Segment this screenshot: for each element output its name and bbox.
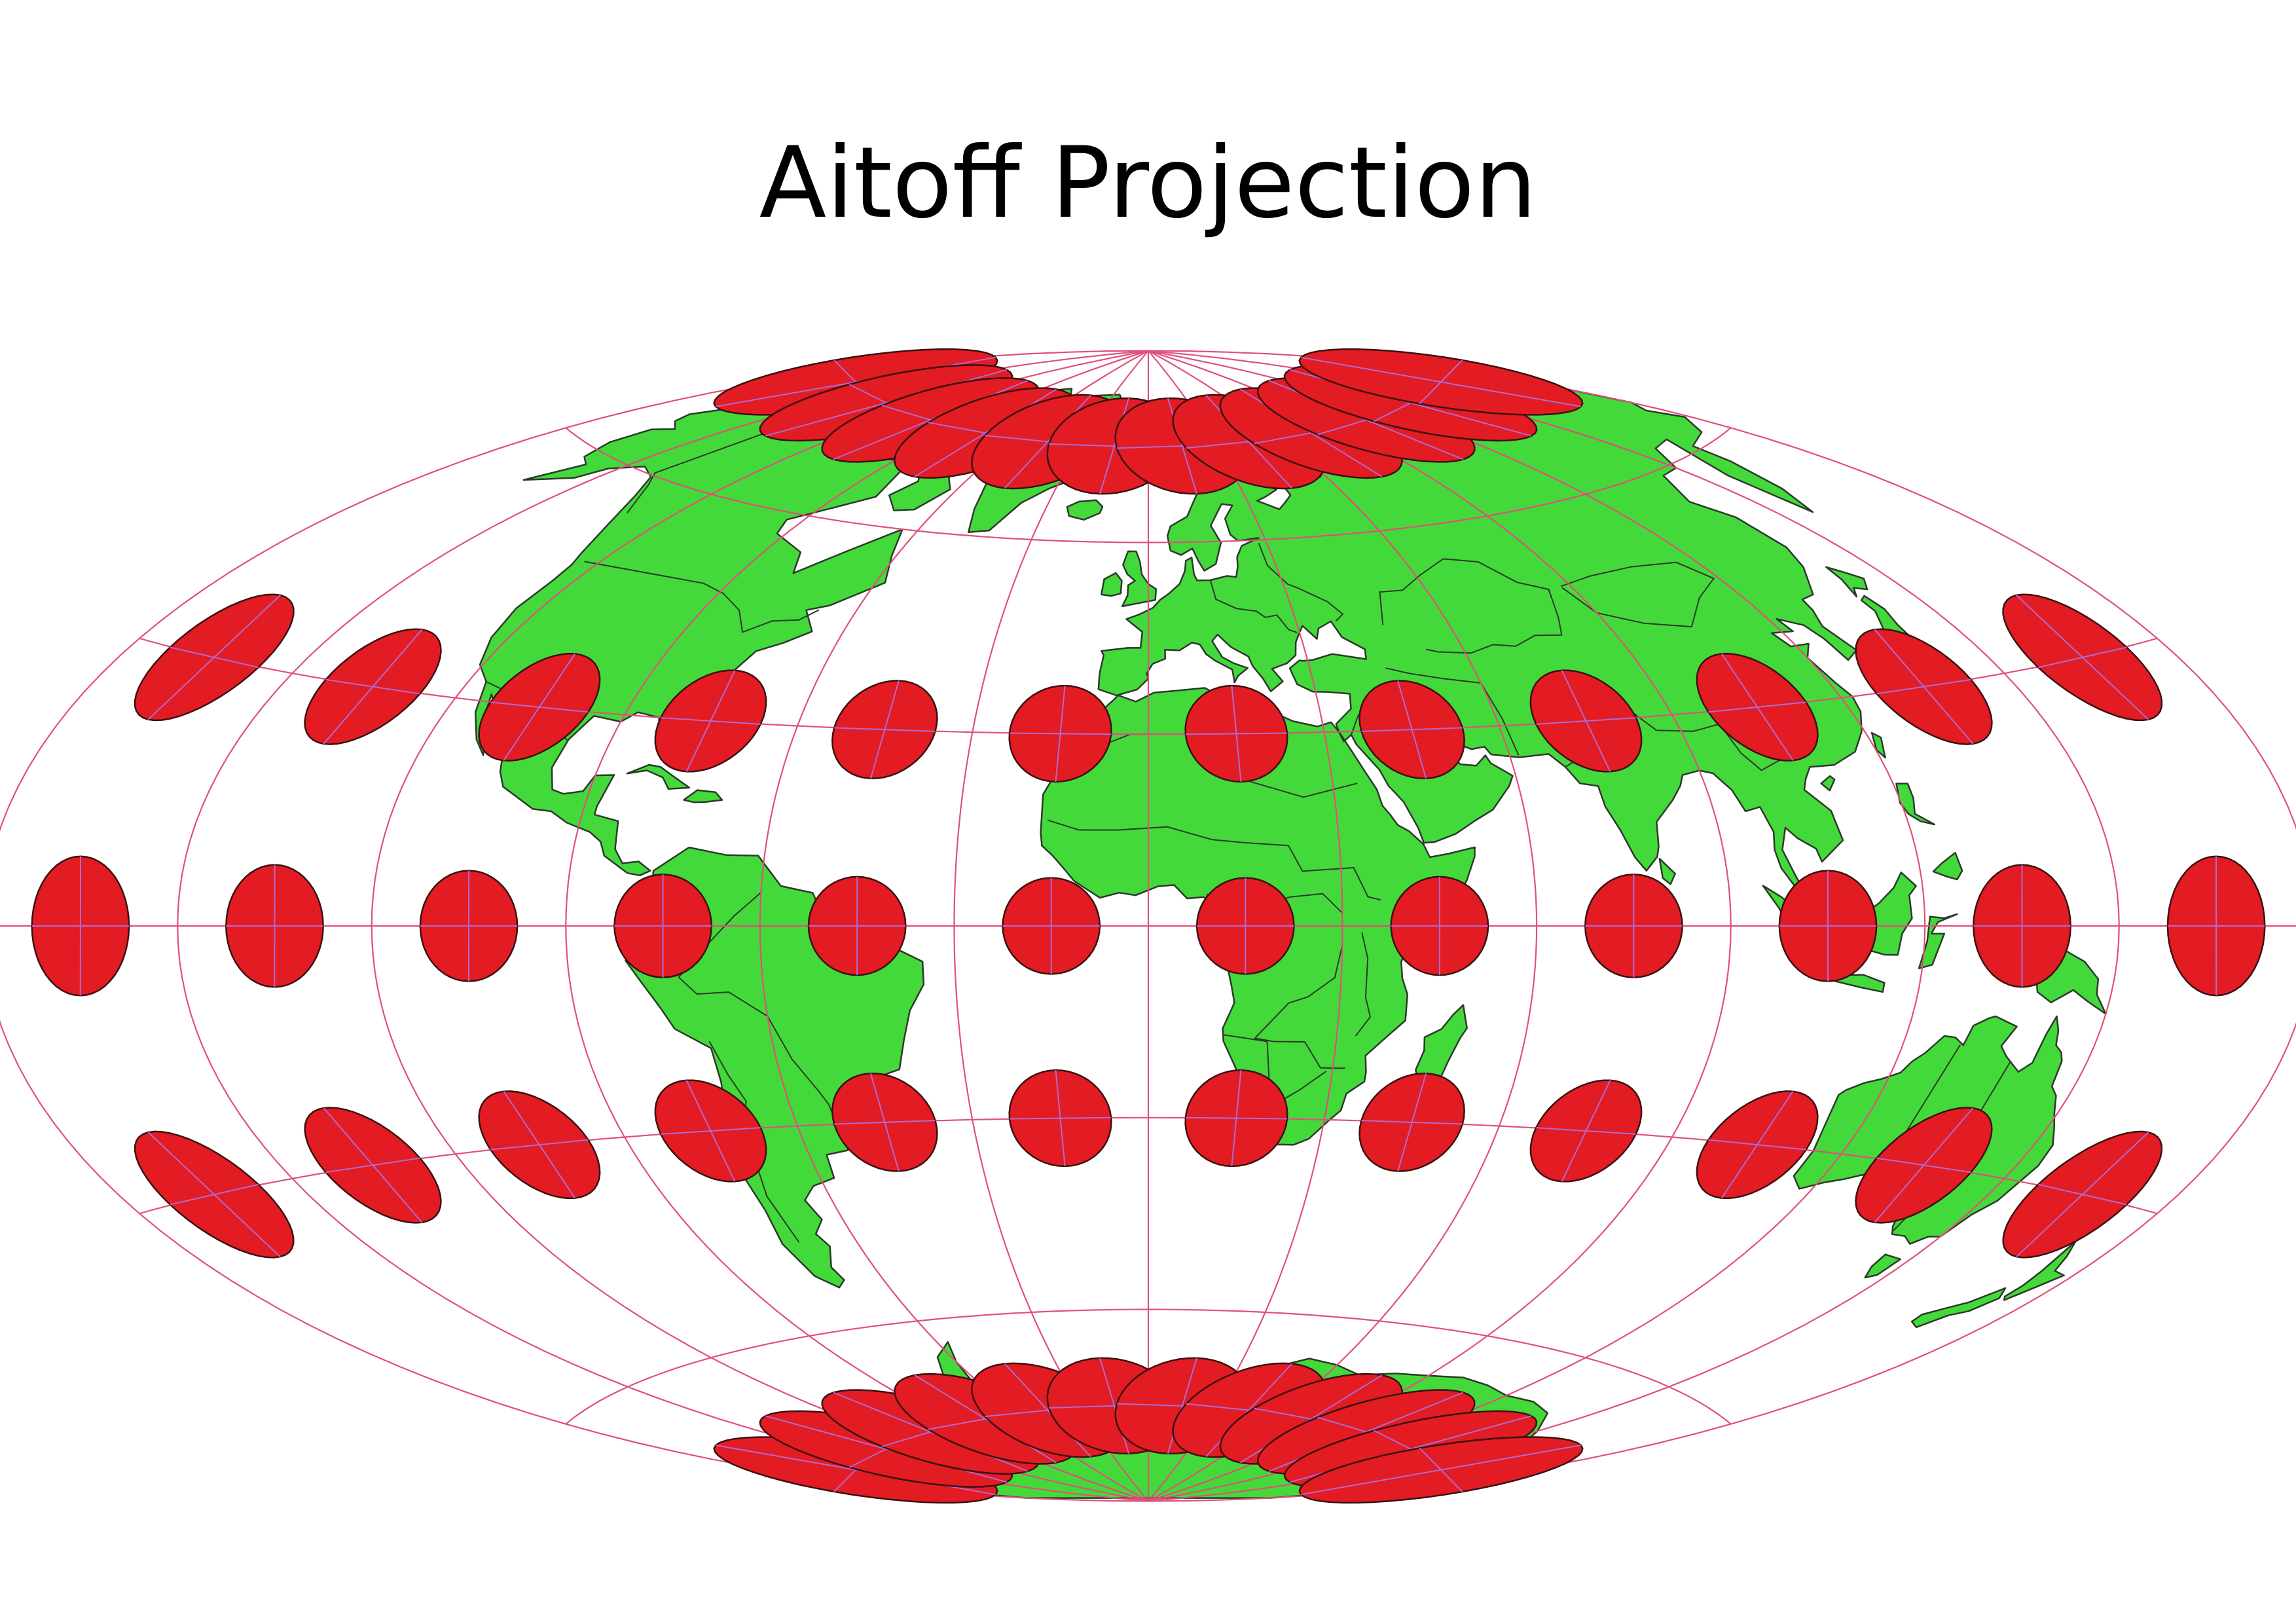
border-kazakhstan xyxy=(1379,558,1563,654)
parallel-line xyxy=(565,427,1732,544)
land-great-britain xyxy=(1121,550,1157,608)
tissot-axes xyxy=(834,680,936,779)
land-hispaniola xyxy=(683,789,723,803)
land-taiwan xyxy=(1870,731,1886,759)
land-tasmania xyxy=(1864,1253,1902,1279)
tissot-axes xyxy=(1197,877,1294,974)
land-cuba xyxy=(626,764,691,790)
tissot-axes xyxy=(2016,1132,2149,1257)
tissot-axes xyxy=(31,856,129,996)
tissot-axes xyxy=(323,1107,423,1223)
tissot-axes xyxy=(661,1080,761,1182)
tissot-axes xyxy=(1009,686,1112,782)
tissot-axes xyxy=(490,653,589,761)
land-mindanao xyxy=(1932,851,1963,881)
border-brazil-west xyxy=(678,892,847,1148)
tissot-axes xyxy=(147,595,281,720)
tissot-axes xyxy=(834,1073,936,1172)
tissot-axes xyxy=(1361,680,1463,779)
land-iceland xyxy=(1066,499,1104,521)
tissot-axes xyxy=(1874,629,1974,745)
parallel-line xyxy=(139,1116,2158,1215)
border-east-africa xyxy=(1355,932,1371,1037)
tissot-axes xyxy=(323,629,423,745)
tissot-axes xyxy=(1002,877,1100,974)
tissot-axes xyxy=(1009,1070,1112,1166)
tissot-axes xyxy=(420,870,518,982)
land-sulawesi xyxy=(1918,913,1958,970)
tissot-axes xyxy=(1301,1445,1581,1496)
land-new-zealand-south xyxy=(1910,1287,2007,1329)
border-mongolia xyxy=(1560,561,1715,628)
tissot-axes xyxy=(1185,1070,1288,1166)
border-europe-east xyxy=(1209,580,1298,633)
border-alaska-canada xyxy=(627,422,792,513)
tissot-axes xyxy=(1536,1080,1636,1182)
tissot-axes xyxy=(1585,874,1683,978)
parallel-line xyxy=(565,1308,1732,1425)
tissot-axes xyxy=(614,874,712,978)
graticule-layer xyxy=(0,350,2296,1502)
tissot-axes xyxy=(1536,670,1636,772)
border-us-canada xyxy=(584,561,820,633)
tissot-axes xyxy=(1361,1073,1463,1172)
tissot-axes xyxy=(226,864,323,987)
land-ireland xyxy=(1101,572,1123,597)
tissot-indicatrix-layer xyxy=(31,348,2266,1504)
land-hainan xyxy=(1820,775,1836,792)
land-luzon xyxy=(1895,783,1936,826)
land-sri-lanka xyxy=(1658,858,1676,885)
tissot-axes xyxy=(2016,595,2149,720)
land-north-america xyxy=(474,401,911,877)
tissot-axes xyxy=(1708,1091,1806,1199)
tissot-axes xyxy=(490,1091,589,1199)
tissot-axes xyxy=(1708,653,1806,761)
tissot-axes xyxy=(1973,864,2071,987)
tissot-axes xyxy=(2168,856,2265,996)
tissot-axes xyxy=(1391,876,1488,976)
tissot-axes xyxy=(1301,356,1582,407)
parallel-line xyxy=(139,637,2158,735)
land-hokkaido xyxy=(1825,566,1868,598)
tissot-axes xyxy=(661,670,761,772)
page-title: Aitoff Projection xyxy=(759,126,1537,240)
tissot-axes xyxy=(147,1132,281,1257)
border-russia-west xyxy=(1258,543,1343,622)
tissot-axes xyxy=(1874,1107,1974,1223)
land-new-zealand-north xyxy=(2003,1240,2077,1301)
tissot-axes xyxy=(1185,686,1288,782)
border-sahel xyxy=(1047,819,1381,901)
tissot-axes xyxy=(809,876,906,976)
tissot-axes xyxy=(1779,870,1877,982)
